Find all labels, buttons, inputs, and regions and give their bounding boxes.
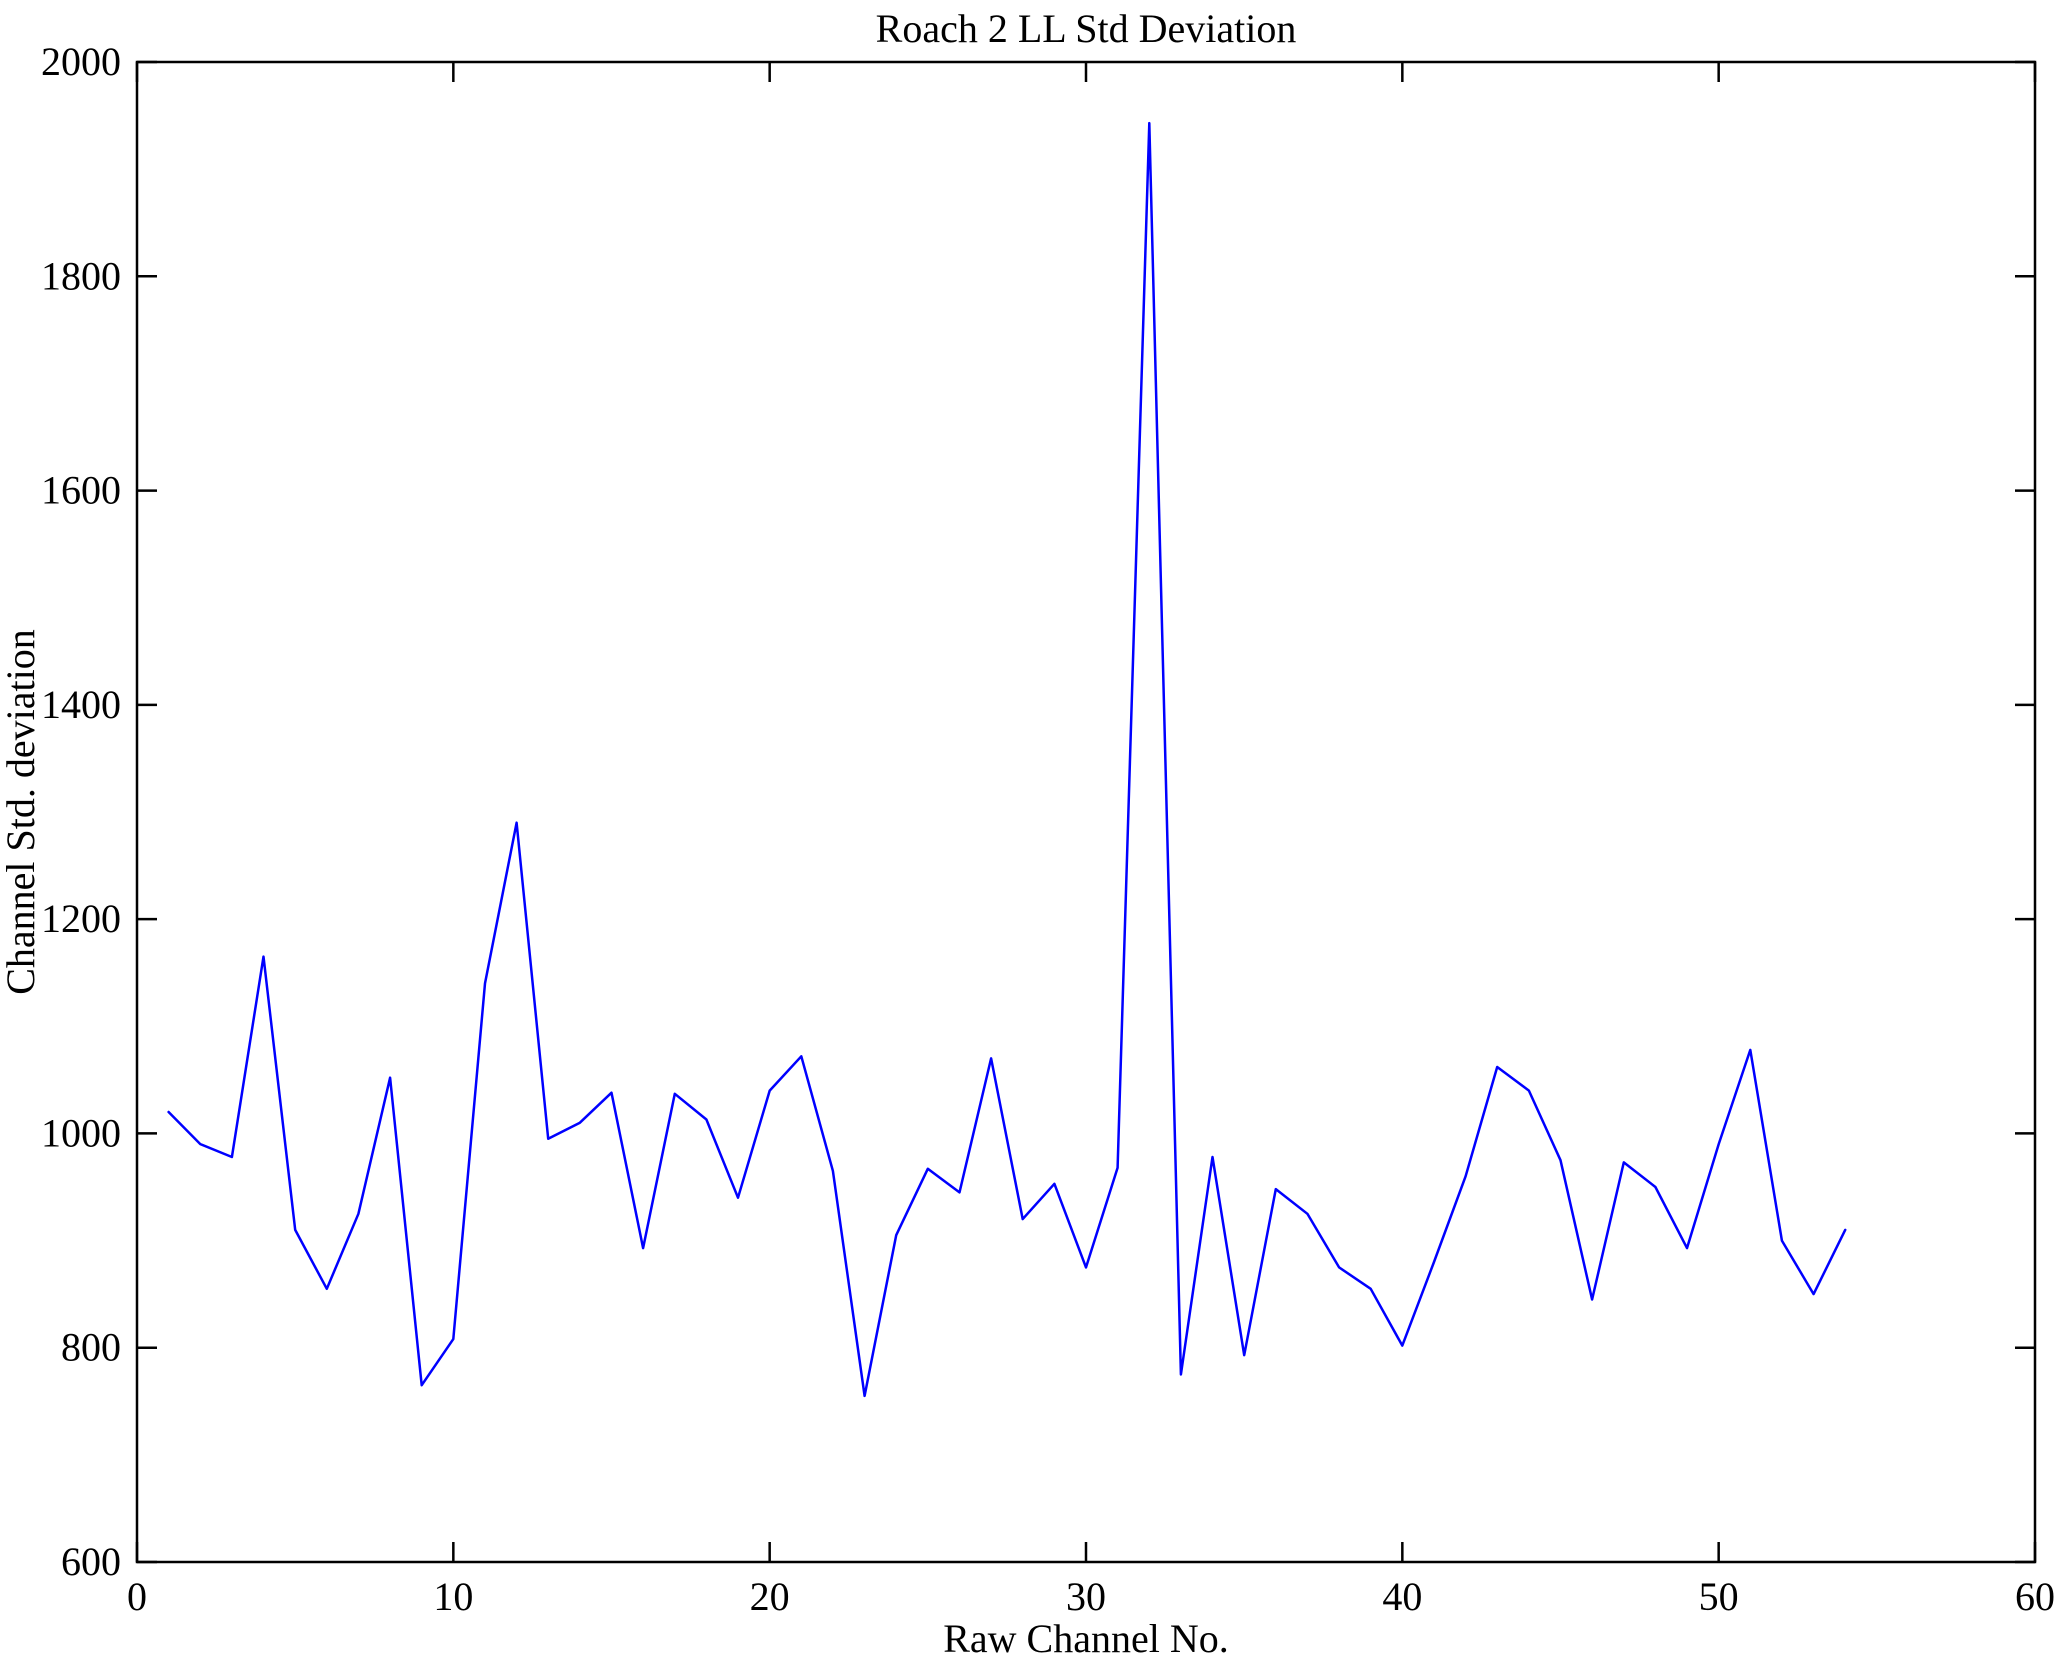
chart-title: Roach 2 LL Std Deviation	[876, 6, 1297, 51]
x-tick-label: 30	[1066, 1574, 1106, 1619]
y-tick-label: 1000	[41, 1110, 121, 1155]
x-tick-label: 20	[750, 1574, 790, 1619]
y-tick-label: 1200	[41, 896, 121, 941]
y-tick-label: 1800	[41, 253, 121, 298]
y-tick-label: 600	[61, 1539, 121, 1584]
y-tick-label: 2000	[41, 39, 121, 84]
axes: 0 10 20 30 40 50 60 600 800 1000 1200 1400 1600 1800 2…	[41, 39, 2055, 1619]
x-tick-label: 10	[433, 1574, 473, 1619]
y-axis-label: Channel Std. deviation	[0, 629, 43, 995]
x-axis-label: Raw Channel No.	[943, 1616, 1229, 1661]
y-tick-label: 800	[61, 1325, 121, 1370]
x-tick-label: 50	[1699, 1574, 1739, 1619]
x-tick-label: 0	[127, 1574, 147, 1619]
plot-box	[135, 60, 2037, 1564]
y-tick-label: 1400	[41, 682, 121, 727]
x-tick-label: 40	[1382, 1574, 1422, 1619]
data-series	[167, 121, 1847, 1398]
y-tick-label: 1600	[41, 468, 121, 513]
x-tick-label: 60	[2015, 1574, 2055, 1619]
data-line	[167, 121, 1847, 1398]
